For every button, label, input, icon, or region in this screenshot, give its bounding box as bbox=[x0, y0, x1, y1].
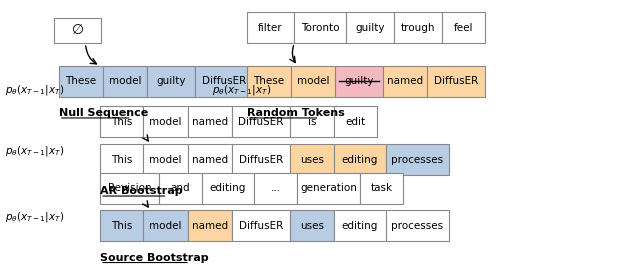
Text: These: These bbox=[253, 76, 284, 86]
FancyBboxPatch shape bbox=[442, 12, 485, 43]
Text: named: named bbox=[387, 76, 423, 86]
FancyBboxPatch shape bbox=[294, 12, 346, 43]
FancyBboxPatch shape bbox=[360, 173, 403, 204]
FancyBboxPatch shape bbox=[254, 173, 298, 204]
Text: named: named bbox=[192, 117, 228, 127]
Text: generation: generation bbox=[300, 183, 357, 193]
Text: model: model bbox=[149, 154, 182, 165]
FancyBboxPatch shape bbox=[333, 106, 377, 137]
Text: $p_\theta(x_{T-1}|x_T)$: $p_\theta(x_{T-1}|x_T)$ bbox=[4, 83, 64, 97]
Text: model: model bbox=[297, 76, 329, 86]
Text: model: model bbox=[109, 76, 141, 86]
Text: trough: trough bbox=[401, 23, 435, 33]
FancyBboxPatch shape bbox=[427, 66, 486, 97]
Text: Source Bootstrap: Source Bootstrap bbox=[100, 253, 209, 263]
FancyBboxPatch shape bbox=[291, 106, 333, 137]
Text: This: This bbox=[111, 221, 132, 230]
FancyBboxPatch shape bbox=[100, 210, 143, 241]
Text: Revision: Revision bbox=[108, 183, 151, 193]
Text: Null Sequence: Null Sequence bbox=[59, 108, 148, 118]
FancyBboxPatch shape bbox=[394, 12, 442, 43]
Text: edit: edit bbox=[346, 117, 365, 127]
Text: $\emptyset$: $\emptyset$ bbox=[71, 23, 84, 37]
FancyBboxPatch shape bbox=[143, 106, 188, 137]
FancyBboxPatch shape bbox=[232, 106, 291, 137]
FancyBboxPatch shape bbox=[188, 144, 232, 175]
FancyBboxPatch shape bbox=[100, 144, 143, 175]
Text: named: named bbox=[192, 154, 228, 165]
FancyBboxPatch shape bbox=[100, 106, 143, 137]
FancyBboxPatch shape bbox=[59, 66, 103, 97]
Text: guilty: guilty bbox=[156, 76, 186, 86]
FancyBboxPatch shape bbox=[335, 66, 383, 97]
Text: DiffusER: DiffusER bbox=[239, 221, 284, 230]
Text: AR Bootstrap: AR Bootstrap bbox=[100, 186, 183, 196]
FancyBboxPatch shape bbox=[291, 144, 333, 175]
FancyBboxPatch shape bbox=[188, 210, 232, 241]
Text: DiffusER: DiffusER bbox=[239, 154, 284, 165]
FancyBboxPatch shape bbox=[386, 210, 449, 241]
Text: DiffusER: DiffusER bbox=[434, 76, 478, 86]
Text: is: is bbox=[308, 117, 316, 127]
Text: This: This bbox=[111, 154, 132, 165]
Text: These: These bbox=[65, 76, 97, 86]
Text: guilty: guilty bbox=[355, 23, 385, 33]
FancyBboxPatch shape bbox=[103, 66, 147, 97]
Text: guilty: guilty bbox=[344, 76, 374, 86]
FancyBboxPatch shape bbox=[195, 66, 253, 97]
FancyBboxPatch shape bbox=[246, 66, 291, 97]
Text: feel: feel bbox=[454, 23, 473, 33]
FancyBboxPatch shape bbox=[188, 106, 232, 137]
FancyBboxPatch shape bbox=[54, 17, 101, 43]
Text: editing: editing bbox=[210, 183, 246, 193]
FancyBboxPatch shape bbox=[333, 144, 386, 175]
FancyBboxPatch shape bbox=[346, 12, 394, 43]
Text: Toronto: Toronto bbox=[301, 23, 340, 33]
FancyBboxPatch shape bbox=[202, 173, 254, 204]
FancyBboxPatch shape bbox=[386, 144, 449, 175]
Text: DiffusER: DiffusER bbox=[202, 76, 246, 86]
Text: editing: editing bbox=[342, 154, 378, 165]
FancyBboxPatch shape bbox=[159, 173, 202, 204]
FancyBboxPatch shape bbox=[232, 210, 291, 241]
FancyBboxPatch shape bbox=[143, 144, 188, 175]
FancyBboxPatch shape bbox=[232, 144, 291, 175]
FancyBboxPatch shape bbox=[333, 210, 386, 241]
Text: DiffuSER: DiffuSER bbox=[239, 117, 284, 127]
Text: and: and bbox=[170, 183, 190, 193]
Text: model: model bbox=[149, 221, 182, 230]
Text: task: task bbox=[371, 183, 393, 193]
Text: uses: uses bbox=[300, 154, 324, 165]
FancyBboxPatch shape bbox=[143, 210, 188, 241]
Text: editing: editing bbox=[342, 221, 378, 230]
Text: $p_\theta(x_{T-1}|x_T)$: $p_\theta(x_{T-1}|x_T)$ bbox=[4, 144, 64, 158]
Text: named: named bbox=[192, 221, 228, 230]
FancyBboxPatch shape bbox=[291, 66, 335, 97]
Text: $p_\theta(x_{T-1}|x_T)$: $p_\theta(x_{T-1}|x_T)$ bbox=[212, 83, 271, 97]
Text: Random Tokens: Random Tokens bbox=[246, 108, 344, 118]
FancyBboxPatch shape bbox=[147, 66, 195, 97]
Text: filter: filter bbox=[258, 23, 283, 33]
Text: ...: ... bbox=[271, 183, 281, 193]
Text: processes: processes bbox=[391, 154, 443, 165]
FancyBboxPatch shape bbox=[383, 66, 427, 97]
FancyBboxPatch shape bbox=[100, 173, 159, 204]
FancyBboxPatch shape bbox=[291, 210, 333, 241]
Text: uses: uses bbox=[300, 221, 324, 230]
FancyBboxPatch shape bbox=[298, 173, 360, 204]
Text: This: This bbox=[111, 117, 132, 127]
Text: model: model bbox=[149, 117, 182, 127]
Text: processes: processes bbox=[391, 221, 443, 230]
Text: $p_\theta(x_{T-1}|x_T)$: $p_\theta(x_{T-1}|x_T)$ bbox=[4, 210, 64, 224]
FancyBboxPatch shape bbox=[246, 12, 294, 43]
